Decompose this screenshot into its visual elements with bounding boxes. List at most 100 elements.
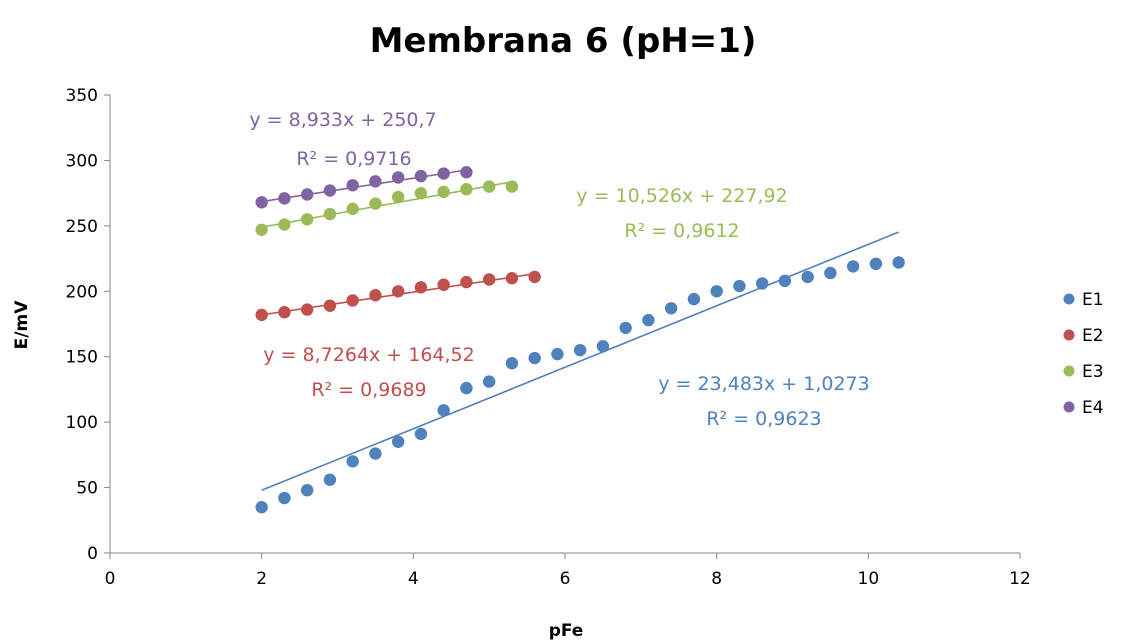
point-e4	[255, 196, 268, 209]
point-e1	[573, 343, 587, 357]
point-e2	[505, 272, 519, 285]
point-e1	[710, 285, 723, 298]
y-tick-label: 50	[76, 479, 98, 499]
point-e1	[846, 260, 860, 273]
x-axis-label: pFe	[549, 621, 584, 641]
y-tick-label: 250	[66, 217, 98, 237]
point-e3	[346, 202, 359, 216]
point-e2	[391, 285, 405, 298]
trendline-e1	[261, 231, 899, 491]
trendline-equation-e3: y = 10,526x + 227,92	[576, 185, 787, 207]
y-tick-label: 350	[66, 86, 98, 106]
point-e1	[733, 279, 746, 293]
point-e2	[437, 278, 450, 291]
point-e4	[391, 171, 405, 184]
point-e4	[437, 167, 450, 180]
point-e1	[437, 404, 450, 417]
y-tick-label: 100	[66, 413, 98, 433]
legend-marker-e1	[1063, 293, 1075, 305]
y-tick-label: 200	[66, 282, 98, 302]
legend: E1 E2 E3 E4	[1063, 290, 1104, 418]
point-e1	[528, 351, 541, 365]
y-tick-label: 150	[66, 348, 98, 368]
point-e4	[300, 188, 314, 201]
point-e1	[414, 427, 428, 441]
x-tick-label: 0	[105, 569, 116, 589]
legend-label-e2: E2	[1082, 326, 1104, 346]
point-e1	[369, 447, 382, 460]
point-e1	[642, 313, 655, 327]
point-e1	[869, 257, 883, 271]
point-e1	[801, 270, 814, 284]
legend-marker-e3	[1063, 365, 1075, 377]
y-tick-label: 0	[87, 544, 98, 564]
point-e3	[255, 223, 268, 236]
legend-marker-e4	[1063, 401, 1075, 413]
point-e4	[369, 175, 382, 188]
trendlines	[261, 169, 899, 491]
point-e1	[391, 435, 405, 448]
point-e3	[323, 207, 337, 221]
point-e1	[778, 274, 792, 288]
point-e2	[323, 299, 337, 312]
trendline-r2-e1: R² = 0,9623	[706, 408, 821, 430]
point-e4	[323, 184, 337, 197]
point-e1	[687, 292, 701, 306]
point-e4	[346, 179, 359, 192]
x-tick-label: 8	[711, 569, 722, 589]
legend-label-e3: E3	[1082, 362, 1104, 382]
point-e3	[391, 190, 405, 204]
point-e1	[460, 381, 473, 395]
point-e3	[300, 213, 314, 226]
point-e3	[369, 197, 382, 210]
point-e2	[528, 270, 541, 284]
point-e3	[437, 185, 450, 199]
x-tick-label: 10	[858, 569, 880, 589]
point-e1	[664, 302, 678, 315]
point-e2	[255, 308, 268, 322]
point-e4	[460, 166, 473, 179]
y-tick-label: 300	[66, 151, 98, 171]
y-axis-label: E/mV	[12, 300, 32, 350]
point-e3	[460, 183, 473, 196]
point-e4	[414, 169, 428, 183]
x-tick-label: 4	[408, 569, 419, 589]
point-e2	[346, 294, 359, 307]
point-e2	[414, 281, 428, 294]
point-e4	[278, 192, 291, 205]
point-e1	[755, 277, 769, 290]
trendline-equation-e2: y = 8,7264x + 164,52	[263, 344, 474, 366]
trendline-e4	[261, 169, 467, 203]
x-tick-label: 2	[256, 569, 267, 589]
chart-title: Membrana 6 (pH=1)	[370, 21, 757, 61]
axes: 0 50 100 150 200 250 300 350 0 2 4 6 8 10 12	[66, 86, 1031, 589]
point-e1	[255, 501, 268, 514]
point-e2	[369, 289, 382, 302]
data-points	[255, 166, 905, 514]
trendline-e3	[261, 180, 513, 228]
trendline-r2-e2: R² = 0,9689	[311, 379, 426, 401]
trendline-r2-e4: R² = 0,9716	[296, 148, 411, 170]
x-tick-label: 6	[560, 569, 571, 589]
point-e3	[505, 180, 519, 193]
point-e2	[460, 275, 473, 289]
point-e2	[278, 306, 291, 319]
point-e1	[551, 347, 564, 361]
point-e1	[482, 375, 496, 388]
legend-label-e1: E1	[1082, 290, 1104, 310]
trendline-labels: y = 23,483x + 1,0273 R² = 0,9623 y = 8,726…	[249, 109, 869, 430]
trendline-equation-e4: y = 8,933x + 250,7	[249, 109, 436, 131]
point-e3	[482, 180, 496, 193]
trendline-r2-e3: R² = 0,9612	[624, 220, 739, 242]
point-e1	[323, 473, 337, 486]
point-e1	[824, 266, 837, 280]
point-e1	[278, 491, 291, 505]
point-e1	[596, 340, 610, 353]
point-e1	[619, 321, 632, 335]
point-e1	[346, 455, 359, 468]
point-e1	[300, 483, 314, 497]
point-e3	[278, 218, 291, 231]
legend-marker-e2	[1063, 329, 1075, 341]
trendline-equation-e1: y = 23,483x + 1,0273	[658, 373, 869, 395]
point-e3	[414, 186, 428, 200]
